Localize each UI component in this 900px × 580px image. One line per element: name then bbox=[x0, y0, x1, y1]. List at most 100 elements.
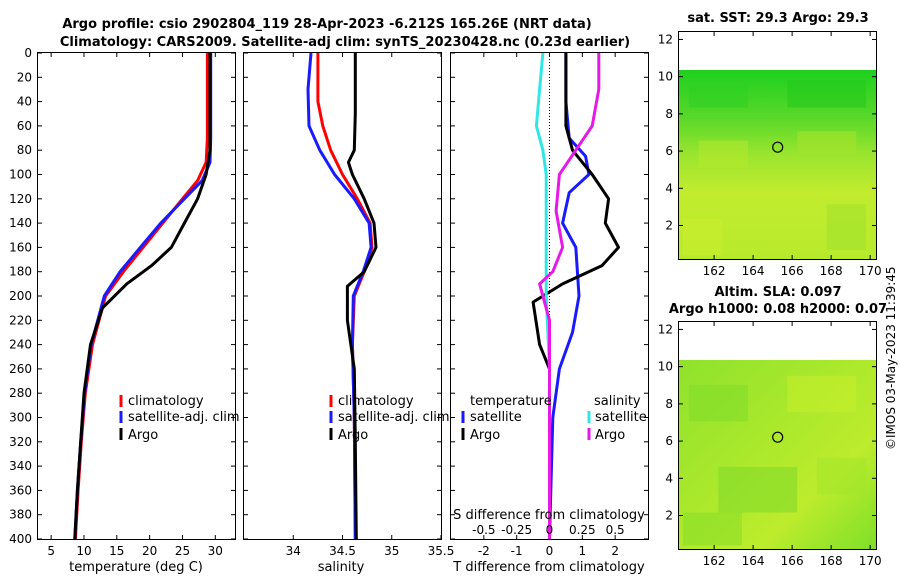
sst-texture bbox=[682, 80, 867, 256]
t-difference-xlabel: T difference from climatology bbox=[452, 560, 645, 575]
legend-label-s-satellite: satellite bbox=[595, 410, 647, 425]
y-tick-label: 240 bbox=[9, 338, 32, 352]
s-tick-label: 0.25 bbox=[569, 523, 596, 537]
y-tick-label: 60 bbox=[17, 119, 32, 133]
y-tick-label: 100 bbox=[9, 168, 32, 182]
sst-map-title: sat. SST: 29.3 Argo: 29.3 bbox=[687, 11, 868, 26]
y-tick-label: 280 bbox=[9, 386, 32, 400]
temperature-xlabel: temperature (deg C) bbox=[69, 560, 203, 575]
legend-title-temperature: temperature bbox=[470, 394, 552, 409]
lon-tick-label: 164 bbox=[742, 554, 765, 568]
imos-timestamp: ©IMOS 03-May-2023 11:39:45 bbox=[884, 266, 898, 450]
map-patch bbox=[787, 375, 857, 413]
salinity-panel: 34 34.5 35 35.5 salinity climatology satell… bbox=[243, 52, 454, 575]
difference-lines bbox=[531, 52, 620, 540]
difference-panel: -2 -1 0 1 2 T difference from climatology S … bbox=[450, 52, 649, 575]
x-tick-label: 35 bbox=[384, 544, 399, 558]
legend-label-climatology: climatology bbox=[338, 394, 414, 409]
argo-location-marker bbox=[772, 431, 784, 443]
y-tick-label: 340 bbox=[9, 459, 32, 473]
y-tick-label: 40 bbox=[17, 95, 32, 109]
x-tick-label: 0 bbox=[546, 544, 554, 558]
y-tick-label: 320 bbox=[9, 435, 32, 449]
legend-label-s-argo: Argo bbox=[595, 428, 625, 443]
legend-label-argo: Argo bbox=[128, 428, 158, 443]
lat-tick-label: 12 bbox=[658, 322, 673, 336]
map-patch bbox=[826, 204, 867, 250]
x-tick-label: 20 bbox=[142, 544, 157, 558]
series-argo bbox=[345, 53, 378, 540]
temperature-panel: 0 20 40 60 80 100 120 140 160 180 200 220 240 260 280 3… bbox=[9, 46, 240, 575]
lat-tick-label: 6 bbox=[665, 144, 673, 158]
temperature-axes-frame bbox=[37, 52, 236, 540]
y-tick-label: 380 bbox=[9, 508, 32, 522]
lat-tick-label: 10 bbox=[658, 360, 673, 374]
sst-lat-ticks: 2 4 6 8 10 12 bbox=[658, 32, 876, 233]
x-tick-label: 25 bbox=[175, 544, 190, 558]
map-patch bbox=[698, 140, 748, 168]
lat-tick-label: 8 bbox=[665, 107, 673, 121]
sst-map-frame bbox=[678, 31, 877, 260]
lat-tick-label: 6 bbox=[665, 434, 673, 448]
x-tick-label: 10 bbox=[76, 544, 91, 558]
salinity-depth-ticks bbox=[244, 52, 441, 540]
lon-tick-label: 170 bbox=[859, 554, 882, 568]
map-patch bbox=[718, 466, 798, 513]
legend-label-climatology: climatology bbox=[128, 394, 204, 409]
lon-tick-label: 162 bbox=[703, 264, 726, 278]
y-tick-label: 200 bbox=[9, 289, 32, 303]
s-tick-label: -0.5 bbox=[472, 523, 495, 537]
temperature-legend: climatology satellite-adj. clim Argo bbox=[119, 394, 240, 443]
y-tick-label: 400 bbox=[9, 532, 32, 546]
salinity-xlabel: salinity bbox=[318, 560, 365, 575]
salinity-x-ticks: 34 34.5 35 35.5 bbox=[286, 53, 454, 558]
lon-tick-label: 164 bbox=[742, 264, 765, 278]
map-patch bbox=[682, 218, 723, 256]
y-tick-label: 20 bbox=[17, 70, 32, 84]
difference-x-ticks: -2 -1 0 1 2 bbox=[478, 53, 619, 558]
s-tick-label: 0.5 bbox=[606, 523, 625, 537]
series-t-satellite bbox=[548, 53, 591, 540]
lat-tick-label: 12 bbox=[658, 32, 673, 46]
x-tick-label: 5 bbox=[47, 544, 55, 558]
temperature-x-ticks: 5 10 15 20 25 30 bbox=[47, 53, 223, 558]
y-tick-label: 140 bbox=[9, 216, 32, 230]
legend-label-satellite: satellite-adj. clim bbox=[128, 410, 240, 425]
series-s-argo bbox=[538, 53, 601, 539]
sla-map-subtitle: Argo h1000: 0.08 h2000: 0.07 bbox=[669, 302, 887, 317]
sla-map-title: Altim. SLA: 0.097 bbox=[715, 285, 842, 300]
legend-title-salinity: salinity bbox=[594, 394, 641, 409]
lat-tick-label: 2 bbox=[665, 509, 673, 523]
y-tick-label: 300 bbox=[9, 411, 32, 425]
sla-map: Altim. SLA: 0.097 Argo h1000: 0.08 h2000… bbox=[658, 285, 887, 568]
sla-lat-ticks: 2 4 6 8 10 12 bbox=[658, 322, 876, 523]
series-climatology bbox=[316, 53, 374, 540]
argo-location-marker bbox=[772, 141, 784, 153]
x-tick-label: -1 bbox=[511, 544, 523, 558]
x-tick-label: 15 bbox=[109, 544, 124, 558]
salinity-legend: climatology satellite-adj. clim Argo bbox=[329, 394, 450, 443]
series-satellite-adj-clim bbox=[306, 52, 373, 540]
legend-label-t-satellite: satellite bbox=[470, 410, 522, 425]
lon-tick-label: 166 bbox=[781, 264, 804, 278]
sla-lon-ticks: 162 164 166 168 170 bbox=[703, 322, 882, 568]
legend-label-satellite: satellite-adj. clim bbox=[338, 410, 450, 425]
sla-texture bbox=[682, 375, 867, 546]
difference-axes-frame bbox=[450, 52, 649, 540]
map-patch bbox=[816, 457, 867, 495]
x-tick-label: 34 bbox=[286, 544, 301, 558]
series-satellite-adj-clim bbox=[73, 53, 213, 540]
salinity-lines bbox=[306, 52, 378, 540]
y-tick-label: 0 bbox=[24, 46, 32, 60]
temperature-lines bbox=[73, 53, 213, 540]
lon-tick-label: 166 bbox=[781, 554, 804, 568]
x-tick-label: -2 bbox=[478, 544, 490, 558]
map-patch bbox=[688, 85, 748, 108]
y-tick-label: 360 bbox=[9, 483, 32, 497]
difference-depth-ticks bbox=[451, 52, 648, 540]
s-tick-label: 0 bbox=[546, 523, 554, 537]
x-tick-label: 34.5 bbox=[329, 544, 356, 558]
series-climatology bbox=[73, 53, 209, 540]
